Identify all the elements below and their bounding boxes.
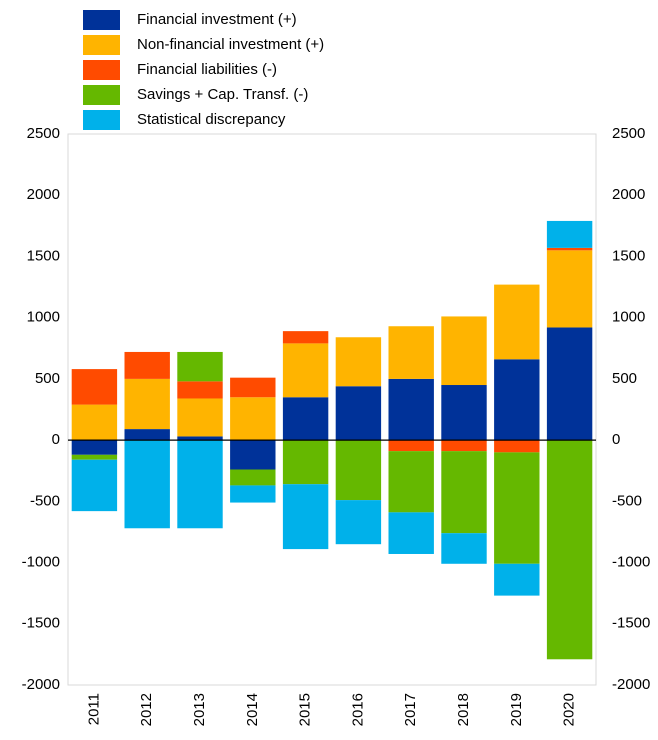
legend-label: Non-financial investment (+) — [137, 36, 324, 53]
y2-tick-label: 1500 — [612, 247, 645, 264]
bar-segment — [282, 331, 329, 344]
bar-segment — [388, 512, 434, 554]
bar-segment — [230, 469, 276, 486]
x-tick-label: 2018 — [455, 693, 472, 726]
bar-segment — [71, 440, 118, 455]
bar-segment — [282, 397, 329, 441]
bar-segment — [335, 337, 382, 387]
bar-segment — [388, 326, 434, 379]
bar-segment — [546, 247, 593, 251]
legend-swatch — [83, 110, 120, 130]
y-tick-label: 500 — [35, 370, 60, 387]
bar-segment — [335, 386, 382, 441]
y-tick-label: 0 — [52, 431, 60, 448]
x-tick-label: 2019 — [508, 693, 525, 726]
bar-segment — [546, 440, 593, 660]
x-tick-label: 2011 — [85, 693, 102, 725]
bar-segment — [230, 440, 276, 470]
y2-tick-label: 500 — [612, 370, 637, 387]
y2-tick-label: 2500 — [612, 125, 645, 142]
y2-tick-label: 0 — [612, 431, 620, 448]
y2-tick-label: -500 — [612, 492, 642, 509]
x-tick-label: 2014 — [244, 693, 261, 726]
legend-label: Savings + Cap. Transf. (-) — [137, 86, 308, 103]
legend-label: Financial liabilities (-) — [137, 61, 277, 78]
bar-segment — [494, 440, 540, 453]
bar-segment — [177, 398, 223, 437]
bar-segment — [441, 385, 487, 441]
x-tick-label: 2015 — [297, 693, 314, 726]
bar-segment — [124, 378, 170, 430]
x-tick-label: 2017 — [402, 693, 419, 726]
y2-tick-label: -1000 — [612, 554, 650, 571]
y-tick-label: -1000 — [22, 554, 60, 571]
y-tick-label: 1500 — [27, 247, 60, 264]
plot-frame — [67, 133, 597, 686]
x-tick-label: 2013 — [191, 693, 208, 726]
bar-segment — [124, 440, 170, 529]
bar-segment — [441, 533, 487, 564]
bar-segment — [494, 563, 540, 596]
y-tick-label: -1500 — [22, 615, 60, 632]
bar-segment — [230, 377, 276, 398]
y-tick-label: 2000 — [27, 186, 60, 203]
bar-segment — [388, 378, 434, 441]
bar-segment — [124, 429, 170, 441]
y-tick-label: 2500 — [27, 125, 60, 142]
x-tick-label: 2020 — [561, 693, 578, 726]
legend-swatch — [83, 85, 120, 105]
bar-segment — [441, 440, 487, 452]
bar-segment — [177, 351, 223, 382]
bar-segment — [441, 316, 487, 386]
bar-segment — [282, 484, 329, 550]
x-tick-label: 2012 — [138, 693, 155, 726]
legend-swatch — [83, 35, 120, 55]
y2-tick-label: 2000 — [612, 186, 645, 203]
bar-segment — [388, 440, 434, 452]
y2-tick-label: 1000 — [612, 309, 645, 326]
bar-segment — [71, 369, 118, 405]
bar-segment — [546, 250, 593, 328]
y2-tick-label: -1500 — [612, 615, 650, 632]
bar-segment — [546, 220, 593, 248]
bar-segment — [335, 440, 382, 501]
bar-segment — [71, 454, 118, 460]
bar-segment — [177, 381, 223, 399]
bar-segment — [494, 359, 540, 441]
bar-segment — [71, 459, 118, 512]
y2-tick-label: -2000 — [612, 676, 650, 693]
bar-segment — [282, 440, 329, 485]
bar-segment — [230, 485, 276, 503]
bar-segment — [177, 440, 223, 529]
bar-segment — [230, 397, 276, 441]
bar-segment — [388, 451, 434, 513]
legend-label: Financial investment (+) — [137, 11, 297, 28]
bar-segment — [282, 343, 329, 398]
bar-segment — [335, 500, 382, 545]
y-tick-label: 1000 — [27, 309, 60, 326]
bar-segment — [71, 404, 118, 441]
bar-segment — [546, 327, 593, 441]
y-tick-label: -2000 — [22, 676, 60, 693]
x-tick-label: 2016 — [349, 693, 366, 726]
bar-segment — [494, 452, 540, 564]
y-tick-label: -500 — [30, 492, 60, 509]
bar-segment — [441, 451, 487, 534]
legend-label: Statistical discrepancy — [137, 111, 286, 128]
bar-segment — [494, 284, 540, 360]
bar-segment — [177, 436, 223, 441]
legend-swatch — [83, 60, 120, 80]
bar-segment — [124, 351, 170, 379]
legend-swatch — [83, 10, 120, 30]
